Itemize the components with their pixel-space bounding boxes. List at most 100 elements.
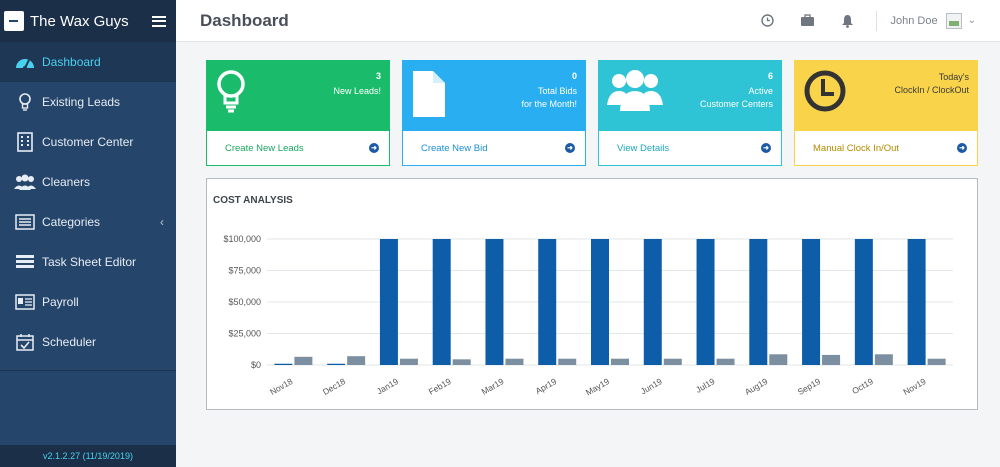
bar-series-1[interactable] [854, 239, 873, 365]
bar-series-2[interactable] [716, 358, 735, 365]
view-details-link[interactable]: View Details ➜ [599, 131, 781, 165]
sidebar-item-categories[interactable]: Categories ‹ [0, 202, 176, 242]
cost-analysis-chart: $0 $25,000 $50,000 $75,000 $100,000 Nov18 Dec1… [223, 234, 953, 398]
sidebar-item-cleaners[interactable]: Cleaners [0, 162, 176, 202]
file-icon [411, 69, 447, 124]
x-tick-label: Dec18 [321, 376, 348, 397]
bell-icon[interactable] [840, 13, 856, 29]
user-name[interactable]: John Doe [890, 14, 938, 27]
sidebar-item-customer-center[interactable]: Customer Center [0, 122, 176, 162]
bar-series-2[interactable] [822, 354, 841, 365]
x-tick-label: Sep19 [796, 376, 823, 397]
sidebar-divider [0, 370, 176, 371]
x-tick-label: Jul19 [694, 376, 717, 395]
card-label: Active Customer Centers [700, 85, 773, 111]
bar-series-1[interactable] [432, 239, 451, 365]
y-tick-label: $0 [251, 360, 261, 370]
bar-series-1[interactable] [802, 239, 821, 365]
card-label: Today's ClockIn / ClockOut [894, 71, 969, 97]
panel-title: COST ANALYSIS [213, 195, 293, 206]
bar-series-2[interactable] [399, 358, 418, 365]
chevron-left-icon[interactable]: ‹ [160, 215, 164, 229]
card-header: 6 Active Customer Centers [599, 61, 781, 131]
y-tick-label: $50,000 [228, 297, 261, 307]
cost-analysis-panel: COST ANALYSIS $0 $25,000 $50,000 $75,000 $10… [206, 178, 978, 410]
sidebar-item-scheduler[interactable]: Scheduler [0, 322, 176, 362]
card-new-leads: 3 New Leads! Create New Leads ➜ [206, 60, 390, 166]
x-tick-label: Mar19 [480, 376, 506, 397]
bar-series-2[interactable] [558, 358, 577, 365]
x-tick-label: Jun19 [639, 376, 664, 396]
sidebar-item-label: Dashboard [42, 55, 101, 69]
bar-series-2[interactable] [927, 358, 946, 365]
clock-icon [803, 69, 847, 118]
bar-series-1[interactable] [379, 239, 398, 365]
card-count: 6 [767, 71, 773, 81]
bar-series-2[interactable] [347, 356, 366, 365]
bar-series-2[interactable] [294, 356, 313, 365]
page-title: Dashboard [200, 10, 289, 30]
y-tick-label: $75,000 [228, 266, 261, 276]
card-clock-in-out: Today's ClockIn / ClockOut Manual Clock … [794, 60, 978, 166]
bar-series-1[interactable] [591, 239, 609, 365]
sidebar-item-payroll[interactable]: Payroll [0, 282, 176, 322]
manual-clock-link[interactable]: Manual Clock In/Out ➜ [795, 131, 977, 165]
x-tick-label: Aug19 [743, 376, 770, 397]
bar-series-1[interactable] [907, 239, 926, 365]
arrow-right-icon: ➜ [761, 143, 771, 153]
y-tick-label: $25,000 [228, 329, 261, 339]
arrow-right-icon: ➜ [957, 143, 967, 153]
dashboard-gauge-icon [14, 51, 36, 73]
card-link-label: Create New Leads [225, 142, 304, 154]
bar-series-2[interactable] [611, 358, 629, 365]
sidebar-item-label: Cleaners [42, 175, 91, 189]
card-label-line2: ClockIn / ClockOut [894, 85, 969, 95]
arrow-right-icon: ➜ [369, 143, 379, 153]
bar-series-2[interactable] [663, 358, 682, 365]
y-tick-label: $100,000 [223, 234, 261, 244]
card-label-line1: New Leads! [333, 86, 381, 96]
payroll-icon [14, 291, 36, 313]
card-header: Today's ClockIn / ClockOut [795, 61, 977, 131]
hamburger-menu-icon[interactable] [152, 15, 166, 27]
bar-series-1[interactable] [538, 239, 557, 365]
card-count: 0 [571, 71, 577, 81]
sidebar-item-task-sheet-editor[interactable]: Task Sheet Editor [0, 242, 176, 282]
bar-series-2[interactable] [769, 354, 788, 365]
bar-series-2[interactable] [874, 354, 893, 365]
bar-series-1[interactable] [696, 239, 715, 365]
x-tick-label: May19 [584, 376, 611, 398]
card-customer-centers: 6 Active Customer Centers View Details ➜ [598, 60, 782, 166]
sidebar-item-dashboard[interactable]: Dashboard [0, 42, 176, 82]
card-label-line1: Active [748, 86, 773, 96]
avatar[interactable] [945, 12, 962, 29]
brand-bar: The Wax Guys [0, 0, 176, 42]
sidebar-item-label: Categories [42, 215, 101, 229]
brand-logo [4, 11, 24, 31]
list-icon [14, 211, 36, 233]
bar-series-1[interactable] [274, 363, 293, 365]
bar-series-2[interactable] [505, 358, 524, 365]
card-label: New Leads! [333, 85, 381, 98]
bar-series-2[interactable] [452, 359, 471, 365]
sidebar-item-label: Customer Center [42, 135, 134, 149]
card-total-bids: 0 Total Bids for the Month! Create New B… [402, 60, 586, 166]
card-label-line1: Today's [938, 72, 969, 82]
version-label: v2.1.2.27 (11/19/2019) [0, 445, 176, 467]
lightbulb-icon [215, 69, 247, 120]
chevron-down-icon[interactable]: ⌄ [967, 15, 976, 26]
briefcase-icon[interactable] [800, 13, 816, 29]
x-tick-label: Feb19 [427, 376, 453, 397]
calendar-check-icon [14, 331, 36, 353]
card-header: 0 Total Bids for the Month! [403, 61, 585, 131]
create-new-leads-link[interactable]: Create New Leads ➜ [207, 131, 389, 165]
bar-series-1[interactable] [749, 239, 768, 365]
sidebar-item-label: Existing Leads [42, 95, 121, 109]
card-label-line1: Total Bids [537, 86, 577, 96]
clock-icon[interactable] [760, 13, 776, 29]
create-new-bid-link[interactable]: Create New Bid ➜ [403, 131, 585, 165]
bar-series-1[interactable] [485, 239, 504, 365]
bar-series-1[interactable] [327, 363, 346, 365]
sidebar-item-existing-leads[interactable]: Existing Leads [0, 82, 176, 122]
bar-series-1[interactable] [643, 239, 662, 365]
